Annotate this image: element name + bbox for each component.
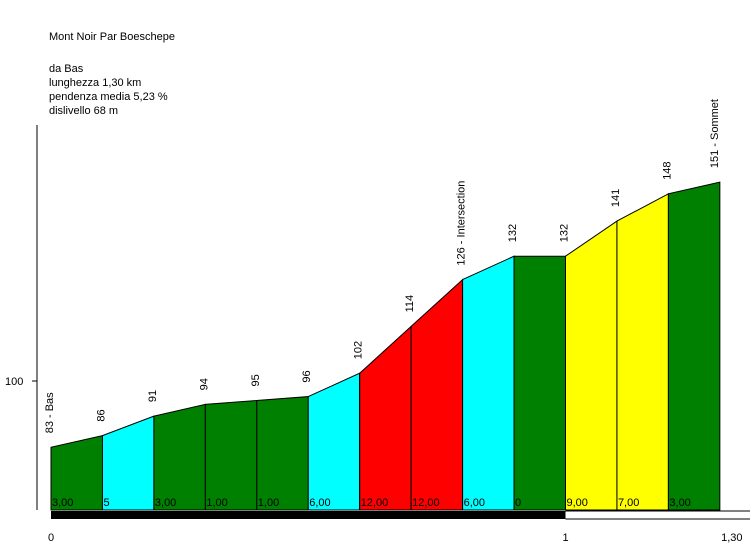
profile-segment xyxy=(565,220,618,511)
y-tick-label: 100 xyxy=(5,376,23,388)
length-text: lunghezza 1,30 km xyxy=(49,77,142,89)
x-tick-label: 1 xyxy=(563,532,569,544)
altitude-label: 132 xyxy=(507,224,519,242)
profile-segment xyxy=(513,255,566,511)
segment-gradient-label: 1,00 xyxy=(258,497,279,509)
profile-segment xyxy=(410,278,464,511)
elevation-gain-text: dislivello 68 m xyxy=(49,105,119,117)
altitude-label: 96 xyxy=(301,370,313,382)
segment-gradient-label: 9,00 xyxy=(567,497,588,509)
profile-segment xyxy=(256,396,309,511)
altitude-label: 86 xyxy=(95,409,107,421)
altitude-label: 83 - Bas xyxy=(44,392,56,433)
profile-segment xyxy=(359,325,412,511)
segment-gradient-label: 6,00 xyxy=(464,497,485,509)
altitude-label: 114 xyxy=(404,295,416,313)
profile-segment xyxy=(667,181,721,511)
segment-gradient-label: 6,00 xyxy=(309,497,330,509)
altitude-label: 91 xyxy=(147,390,159,402)
profile-segment xyxy=(101,415,155,511)
axes-layer: 100 xyxy=(5,125,750,520)
segments-layer xyxy=(50,181,721,511)
segment-gradient-label: 3,00 xyxy=(155,497,176,509)
profile-segment xyxy=(307,372,361,511)
profile-segment xyxy=(616,192,669,511)
segment-gradient-label: 1,00 xyxy=(206,497,227,509)
segment-gradient-label: 12,00 xyxy=(412,497,440,509)
labels-layer: 3,00 5 3,00 1,00 1,00 6,00 12,00 12,00 6,00 0 9,00… xyxy=(44,99,743,544)
segment-gradient-label: 12,00 xyxy=(361,497,389,509)
avg-gradient-text: pendenza media 5,23 % xyxy=(49,91,168,103)
segment-gradient-label: 0 xyxy=(515,497,521,509)
chart-title: Mont Noir Par Boeschepe xyxy=(49,31,175,43)
segment-gradient-label: 7,00 xyxy=(618,497,639,509)
profile-segment xyxy=(153,403,206,511)
segment-gradient-label: 3,00 xyxy=(669,497,690,509)
altitude-label: 148 xyxy=(661,161,673,179)
altitude-label: 151 - Sommet xyxy=(709,99,721,168)
altitude-label: 94 xyxy=(198,378,210,390)
distance-bar-section xyxy=(51,511,566,519)
altitude-label: 141 xyxy=(610,189,622,207)
segment-gradient-label: 3,00 xyxy=(52,497,73,509)
altitude-label: 102 xyxy=(353,341,365,359)
altitude-label: 126 - Intersection xyxy=(456,181,468,266)
x-tick-label: 1,30 xyxy=(721,532,742,544)
altitude-label: 132 xyxy=(559,224,571,242)
distance-bar-section xyxy=(565,511,720,519)
profile-segment xyxy=(204,399,258,511)
altitude-label: 95 xyxy=(250,374,262,386)
x-tick-label: 0 xyxy=(48,532,54,544)
profile-segment xyxy=(462,255,515,511)
segment-gradient-label: 5 xyxy=(103,497,109,509)
start-point-text: da Bas xyxy=(49,63,84,75)
